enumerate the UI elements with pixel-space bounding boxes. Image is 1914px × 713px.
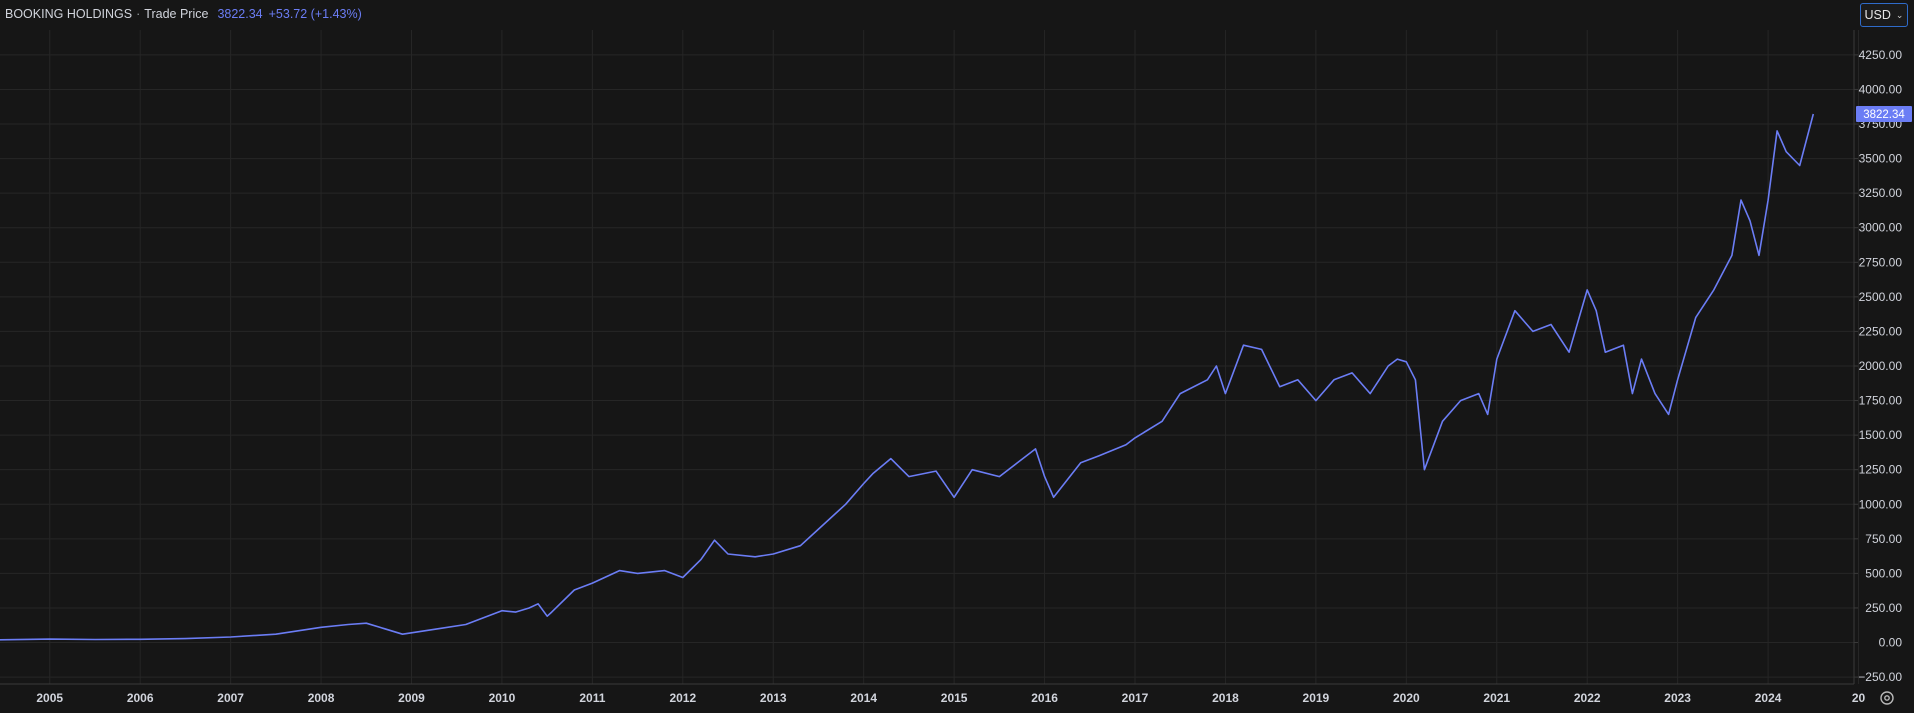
x-tick-label: 2009 — [398, 691, 425, 705]
x-tick-label: 2008 — [308, 691, 335, 705]
last-price: 3822.34 — [217, 7, 263, 21]
y-tick-label: 0.00 — [1879, 636, 1903, 650]
settings-icon[interactable] — [1876, 687, 1898, 709]
x-tick-label: 2011 — [579, 691, 605, 705]
y-tick-label: 1000.00 — [1859, 497, 1903, 511]
y-tick-label: 750.00 — [1865, 532, 1902, 546]
y-axis: −250.00 0.00 250.00 500.00 750.00 1000.00 1250… — [1854, 48, 1902, 684]
legend-separator: · — [136, 7, 141, 21]
x-tick-label: 2015 — [941, 691, 968, 705]
currency-selector[interactable]: USD ⌄ — [1860, 3, 1908, 27]
y-tick-label: 3000.00 — [1859, 221, 1903, 235]
x-tick-label: 2013 — [760, 691, 787, 705]
y-tick-label: 1250.00 — [1859, 463, 1903, 477]
x-tick-label: 2007 — [217, 691, 244, 705]
x-tick-label: 2023 — [1664, 691, 1691, 705]
price-change: +53.72 (+1.43%) — [268, 7, 362, 21]
chart-series — [0, 113, 1815, 641]
x-tick-label: 2016 — [1031, 691, 1058, 705]
y-tick-label: 1500.00 — [1859, 428, 1903, 442]
y-tick-label: 2250.00 — [1859, 324, 1903, 338]
x-tick-label: 2018 — [1212, 691, 1239, 705]
y-tick-label: 1750.00 — [1859, 394, 1903, 408]
x-tick-label: 2024 — [1755, 691, 1782, 705]
price-line — [0, 113, 1815, 641]
y-tick-label: 3250.00 — [1859, 186, 1903, 200]
x-axis: 2005 2006 2007 2008 2009 2010 2011 2012 2013 2014… — [36, 691, 1865, 705]
price-type: Trade Price — [144, 7, 209, 21]
x-tick-label: 2014 — [850, 691, 877, 705]
x-tick-label: 2006 — [127, 691, 154, 705]
chevron-down-icon: ⌄ — [1895, 9, 1904, 20]
y-tick-label: 2500.00 — [1859, 290, 1903, 304]
x-tick-label: 2017 — [1122, 691, 1149, 705]
x-tick-label: 2020 — [1393, 691, 1420, 705]
y-tick-label: 250.00 — [1865, 601, 1902, 615]
x-tick-label: 2021 — [1483, 691, 1510, 705]
chart-grid — [0, 30, 1860, 684]
x-tick-label: 2010 — [489, 691, 516, 705]
y-tick-label: 2750.00 — [1859, 255, 1903, 269]
x-tick-label: 2005 — [36, 691, 63, 705]
last-price-tag-label: 3822.34 — [1863, 109, 1905, 121]
x-tick-label: 20 — [1852, 691, 1866, 705]
y-tick-label: 4250.00 — [1859, 48, 1903, 62]
last-price-tag: 3822.34 — [1856, 106, 1912, 123]
x-tick-label: 2022 — [1574, 691, 1601, 705]
x-tick-label: 2012 — [669, 691, 696, 705]
symbol-name: BOOKING HOLDINGS — [5, 7, 133, 21]
currency-value: USD — [1864, 8, 1891, 22]
y-tick-label: 500.00 — [1865, 566, 1902, 580]
last-price-tag-bg — [1856, 106, 1912, 123]
chart-legend: BOOKING HOLDINGS · Trade Price 3822.34 +53.7… — [5, 7, 362, 21]
y-tick-label: −250.00 — [1858, 670, 1902, 684]
y-tick-label: 4000.00 — [1859, 82, 1903, 96]
y-tick-label: 2000.00 — [1859, 359, 1903, 373]
x-tick-label: 2019 — [1303, 691, 1330, 705]
y-tick-label: 3500.00 — [1859, 152, 1903, 166]
